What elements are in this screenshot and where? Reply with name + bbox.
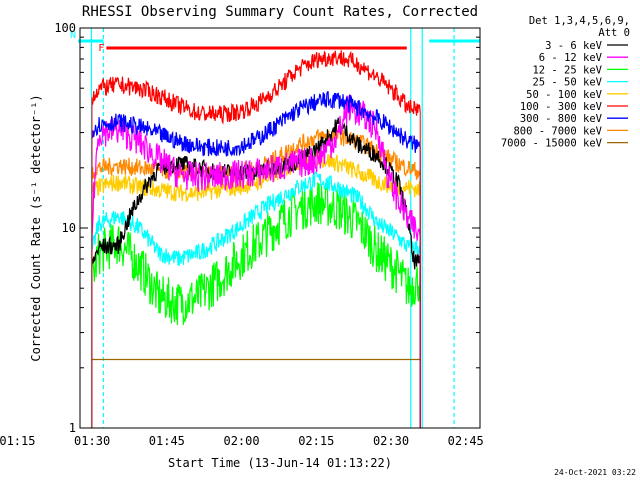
legend-label-1: 6 - 12 keV xyxy=(539,52,603,64)
series-line-2 xyxy=(91,182,421,326)
legend-label-6: 300 - 800 keV xyxy=(520,113,603,125)
series-line-1 xyxy=(91,94,421,241)
chart-title: RHESSI Observing Summary Count Rates, Co… xyxy=(82,4,478,20)
x-tick-label: 02:00 xyxy=(223,434,259,448)
y-tick-label: 100 xyxy=(54,21,76,35)
flag-label-n: N xyxy=(70,30,76,41)
legend-label-5: 100 - 300 keV xyxy=(520,101,603,113)
series-line-6 xyxy=(91,91,421,157)
series-line-3 xyxy=(91,171,421,267)
series-line-5 xyxy=(91,50,421,125)
y-tick-label: 10 xyxy=(62,221,76,235)
legend-label-8: 7000 - 15000 keV xyxy=(501,138,603,150)
legend-label-4: 50 - 100 keV xyxy=(526,89,603,101)
x-tick-label: 02:45 xyxy=(448,434,484,448)
x-tick-label: 01:15 xyxy=(0,434,35,448)
plot-inner xyxy=(90,28,455,428)
legend-label-3: 25 - 50 keV xyxy=(532,77,602,89)
y-tick-label: 1 xyxy=(69,421,76,435)
x-tick-label: 01:45 xyxy=(149,434,185,448)
legend-label-0: 3 - 6 keV xyxy=(545,40,603,52)
legend-label-7: 800 - 7000 keV xyxy=(513,125,602,137)
legend-label-2: 12 - 25 keV xyxy=(532,64,602,76)
series-line-0 xyxy=(91,117,421,270)
flag-label-f: F xyxy=(98,43,104,54)
plot-area: FN xyxy=(70,28,480,428)
x-tick-label: 02:15 xyxy=(298,434,334,448)
footer-date: 24-Oct-2021 03:22 xyxy=(554,468,636,477)
x-tick-label: 01:30 xyxy=(74,434,110,448)
x-axis-label: Start Time (13-Jun-14 01:13:22) xyxy=(168,456,392,470)
legend-header-attenuator: Att 0 xyxy=(598,27,630,39)
axes: 1 10 100 01:15 01:30 01:45 02:00 02:15 02:30 02:4… xyxy=(0,21,484,448)
legend-header-detectors: Det 1,3,4,5,6,9, xyxy=(529,15,630,27)
x-tick-label: 02:30 xyxy=(373,434,409,448)
y-axis-label: Corrected Count Rate (s⁻¹ detector⁻¹) xyxy=(29,94,43,361)
